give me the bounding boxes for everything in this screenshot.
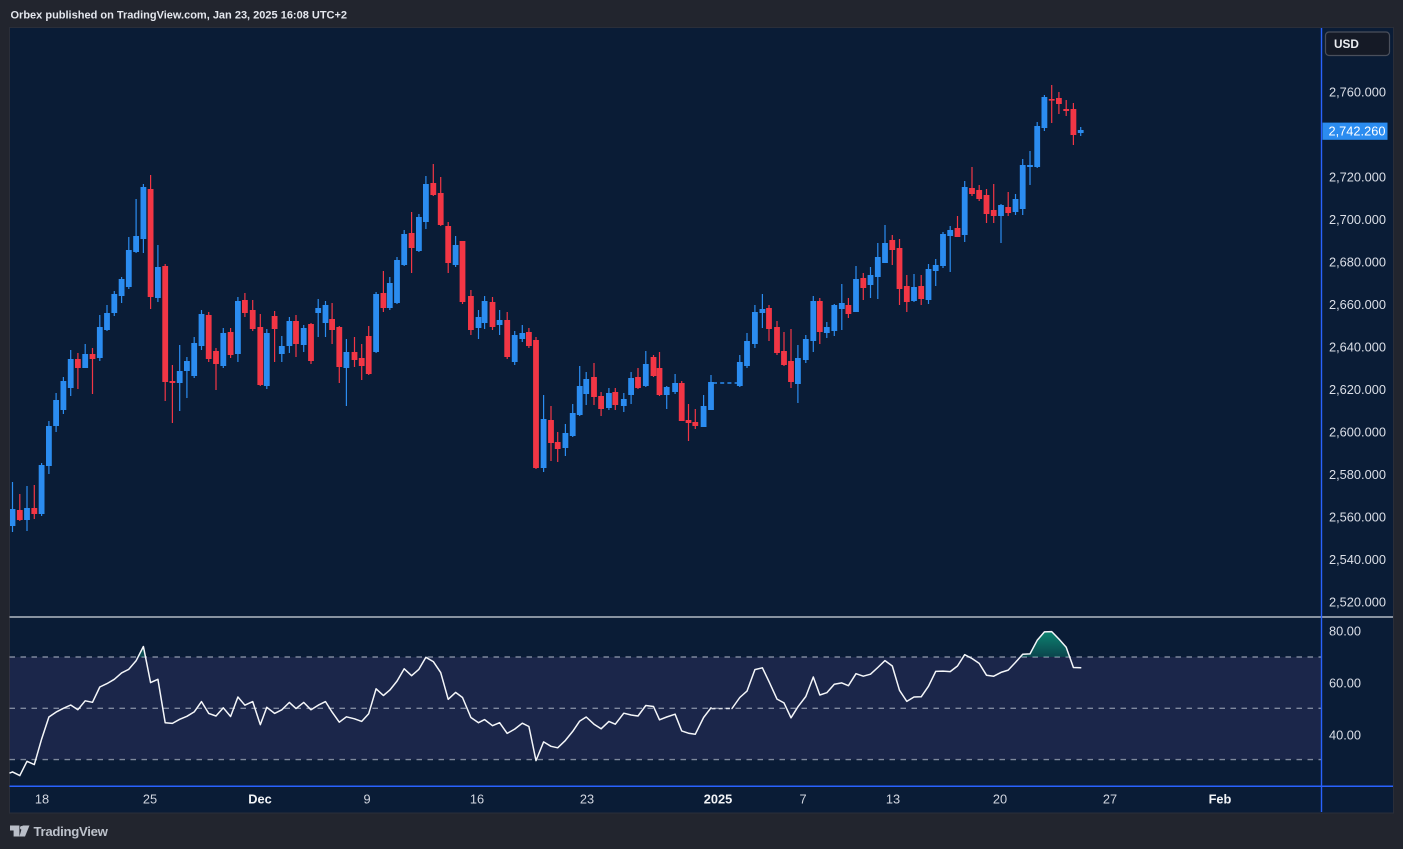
svg-text:25: 25	[143, 792, 157, 807]
svg-text:2,520.000: 2,520.000	[1329, 595, 1386, 610]
svg-text:27: 27	[1103, 792, 1117, 807]
svg-text:TradingView: TradingView	[34, 824, 109, 839]
svg-text:Feb: Feb	[1209, 792, 1232, 807]
svg-text:2,620.000: 2,620.000	[1329, 382, 1386, 397]
svg-text:Dec: Dec	[248, 792, 271, 807]
svg-text:2,680.000: 2,680.000	[1329, 255, 1386, 270]
svg-text:2,600.000: 2,600.000	[1329, 425, 1386, 440]
svg-text:23: 23	[580, 792, 594, 807]
svg-text:20: 20	[993, 792, 1007, 807]
svg-text:40.00: 40.00	[1329, 728, 1361, 743]
svg-text:18: 18	[35, 792, 49, 807]
svg-text:7: 7	[799, 792, 806, 807]
svg-text:2,560.000: 2,560.000	[1329, 510, 1386, 525]
svg-text:2,540.000: 2,540.000	[1329, 552, 1386, 567]
svg-text:2025: 2025	[704, 792, 732, 807]
svg-text:9: 9	[363, 792, 370, 807]
svg-text:60.00: 60.00	[1329, 676, 1361, 691]
svg-text:2,660.000: 2,660.000	[1329, 297, 1386, 312]
svg-text:2,760.000: 2,760.000	[1329, 85, 1386, 100]
svg-text:2,742.260: 2,742.260	[1329, 124, 1386, 139]
svg-text:2,580.000: 2,580.000	[1329, 467, 1386, 482]
svg-text:USD: USD	[1334, 37, 1359, 51]
svg-text:2,720.000: 2,720.000	[1329, 170, 1386, 185]
svg-text:Orbex published on TradingView: Orbex published on TradingView.com, Jan …	[11, 10, 348, 22]
svg-text:80.00: 80.00	[1329, 624, 1361, 639]
svg-text:2,640.000: 2,640.000	[1329, 340, 1386, 355]
svg-text:2,700.000: 2,700.000	[1329, 212, 1386, 227]
svg-text:16: 16	[470, 792, 484, 807]
svg-text:13: 13	[886, 792, 900, 807]
